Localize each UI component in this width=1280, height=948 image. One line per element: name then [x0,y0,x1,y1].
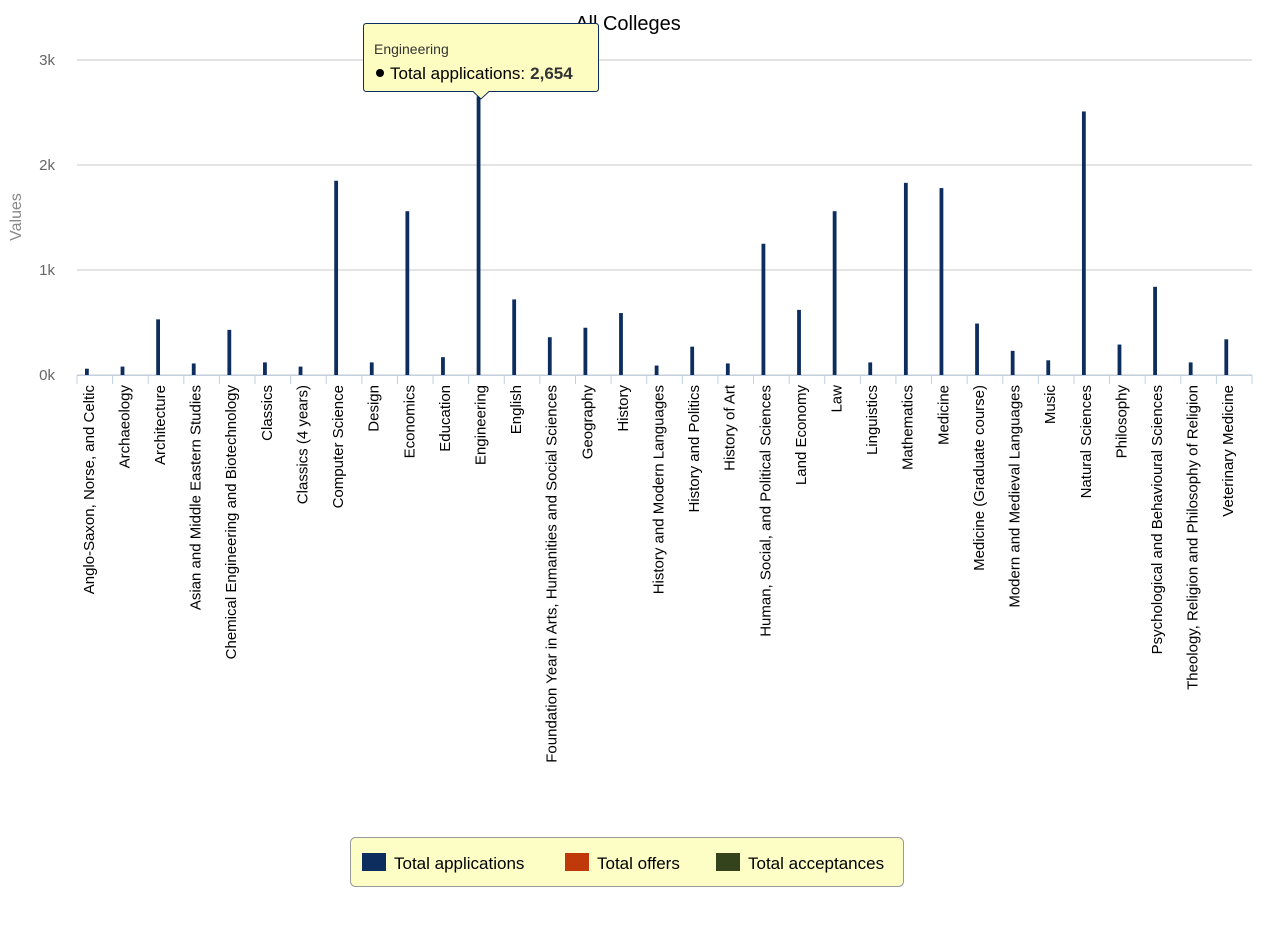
bar [334,180,339,375]
x-tick-label: Classics (4 years) [294,385,311,504]
x-tick-label: Economics [401,385,418,458]
x-tick-label: History [615,385,632,432]
bar [369,362,374,375]
x-tick-label: History and Modern Languages [651,385,668,594]
tooltip-label: Total applications: [390,64,525,83]
chart-title: All Colleges [575,13,681,35]
x-tick-label: Veterinary Medicine [1220,385,1237,517]
x-tick-label: Design [366,385,383,432]
x-tick-label: Classics [259,385,276,441]
bar [441,357,445,375]
x-tick-label: Asian and Middle Eastern Studies [188,385,205,610]
x-tick-label: Engineering [472,385,489,465]
bar [512,299,517,375]
x-tick-label: Architecture [152,385,169,465]
y-axis-title: Values [8,193,25,241]
bar [120,366,125,375]
x-tick-label: Education [437,385,454,452]
x-tick-label: Medicine (Graduate course) [971,385,988,571]
x-tick-label: Land Economy [793,385,810,486]
x-tick-label: Linguistics [864,385,881,455]
bar [868,362,873,375]
x-tick-label: History of Art [722,384,739,471]
bar [690,346,695,375]
tooltip-box [363,23,599,100]
bar [725,363,730,375]
x-tick-label: Music [1042,385,1059,425]
x-tick-label: Archaeology [116,385,133,469]
bar [939,188,944,375]
bar [1188,362,1193,375]
x-tick-label: Human, Social, and Political Sciences [757,385,774,637]
bar [227,329,232,375]
bar [405,211,410,375]
bar [1153,286,1157,375]
bar [298,366,303,375]
x-tick-label: History and Politics [686,385,703,513]
legend-swatch [565,853,589,871]
y-tick-label: 1k [39,262,55,279]
bar [619,313,623,375]
legend-label: Total acceptances [748,854,884,873]
bar [832,211,837,375]
x-tick-label: Mathematics [900,385,917,470]
bar [1224,339,1229,375]
x-tick-label: English [508,385,525,434]
x-tick-label: Psychological and Behavioural Sciences [1149,385,1166,654]
bar [654,365,659,375]
bar [1010,350,1015,375]
bar [547,337,552,375]
x-tick-label: Geography [579,385,596,460]
tooltip-dot [376,69,384,77]
legend-box [350,837,904,887]
x-tick-label: Modern and Medieval Languages [1007,385,1024,608]
bar [903,182,908,375]
legend-swatch [362,853,386,871]
bar [156,319,161,375]
bar [476,96,481,375]
bar [761,243,766,375]
x-tick-label: Computer Science [330,385,347,508]
bar [797,309,801,375]
legend-label: Total applications [394,854,524,873]
y-tick-label: 3k [39,52,55,69]
bar [1117,344,1122,375]
x-tick-label: Anglo-Saxon, Norse, and Celtic [81,385,98,595]
y-tick-label: 0k [39,367,55,384]
tooltip-value: 2,654 [530,64,573,83]
bar [1081,111,1086,375]
bar [263,362,267,375]
x-tick-label: Foundation Year in Arts, Humanities and … [544,385,561,763]
x-tick-label: Chemical Engineering and Biotechnology [223,385,240,660]
tooltip-title: Engineering [374,41,449,57]
legend-label: Total offers [597,854,680,873]
bar [1046,360,1051,375]
bar [191,363,196,375]
bar [583,327,588,375]
x-tick-label: Law [829,385,846,413]
tooltip: Engineering Total applications: 2,654 [363,23,599,100]
x-tick-label: Philosophy [1113,385,1130,459]
bar [85,368,89,375]
x-tick-label: Theology, Religion and Philosophy of Rel… [1185,385,1202,690]
y-tick-label: 2k [39,157,55,174]
bar [975,323,979,375]
legend: Total applications Total offers Total acce… [350,837,904,887]
x-tick-label: Natural Sciences [1078,385,1095,498]
legend-swatch [716,853,740,871]
x-tick-label: Medicine [935,385,952,445]
